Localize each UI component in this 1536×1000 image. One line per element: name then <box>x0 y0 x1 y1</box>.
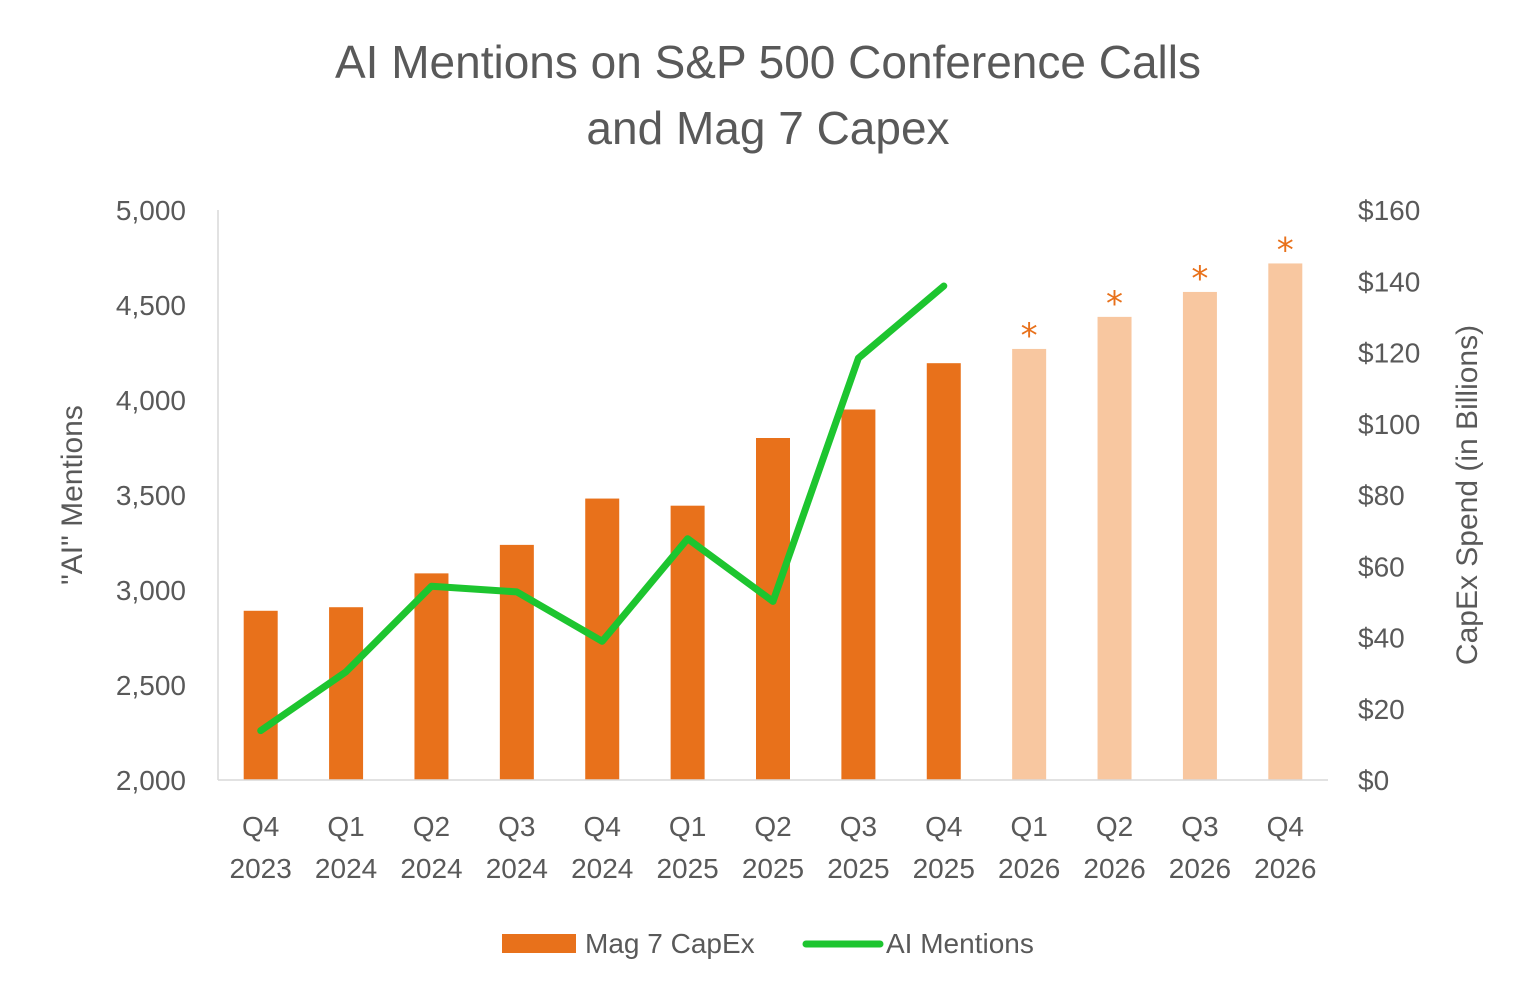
left-tick-label: 3,500 <box>116 480 186 511</box>
x-tick-label: Q1 2025 <box>656 811 718 884</box>
left-tick-label: 2,500 <box>116 670 186 701</box>
estimate-markers: * * * * <box>1021 230 1294 356</box>
capex-bar <box>1182 291 1217 780</box>
right-tick-label: $160 <box>1358 195 1420 226</box>
estimate-star: * <box>1106 284 1123 324</box>
estimate-star: * <box>1021 316 1038 356</box>
x-tick-label: Q3 2024 <box>486 811 548 884</box>
right-tick-label: $60 <box>1358 551 1405 582</box>
right-tick-label: $0 <box>1358 765 1389 796</box>
left-axis-ticks: 2,000 2,500 3,000 3,500 4,000 4,500 5,000 <box>116 195 186 796</box>
capex-bar <box>926 363 961 780</box>
left-tick-label: 2,000 <box>116 765 186 796</box>
left-tick-label: 5,000 <box>116 195 186 226</box>
capex-bar <box>499 544 534 780</box>
x-tick-label: Q4 2023 <box>230 811 292 884</box>
legend-capex-swatch <box>502 934 576 953</box>
left-tick-label: 4,000 <box>116 385 186 416</box>
x-tick-label: Q2 2025 <box>742 811 804 884</box>
right-tick-label: $120 <box>1358 338 1420 369</box>
chart-title-line-2: and Mag 7 Capex <box>586 102 949 154</box>
capex-bar <box>1097 316 1132 780</box>
ai-mentions-line <box>257 282 948 735</box>
x-tick-label: Q1 2024 <box>315 811 377 884</box>
legend: Mag 7 CapEx AI Mentions <box>502 928 1034 959</box>
right-tick-label: $100 <box>1358 409 1420 440</box>
estimate-star: * <box>1277 230 1294 270</box>
capex-bar <box>841 409 876 780</box>
capex-bars <box>243 263 1303 780</box>
capex-bar <box>756 438 790 780</box>
capex-bar <box>329 607 364 780</box>
x-tick-label: Q2 2026 <box>1083 811 1145 884</box>
capex-bar <box>243 610 278 780</box>
left-tick-label: 4,500 <box>116 290 186 321</box>
estimate-star: * <box>1191 259 1208 299</box>
right-axis-ticks: $0 $20 $40 $60 $80 $100 $120 $140 $160 <box>1358 195 1420 796</box>
capex-bar <box>414 573 449 780</box>
legend-capex-label: Mag 7 CapEx <box>585 928 755 959</box>
left-axis-label: "AI" Mentions <box>56 405 89 585</box>
right-tick-label: $140 <box>1358 266 1420 297</box>
right-tick-label: $40 <box>1358 623 1405 654</box>
capex-bar <box>1012 348 1047 780</box>
legend-ai-mentions-label: AI Mentions <box>886 928 1034 959</box>
x-tick-label: Q1 2026 <box>998 811 1060 884</box>
x-tick-label: Q4 2026 <box>1254 811 1316 884</box>
x-tick-label: Q3 2025 <box>827 811 889 884</box>
x-tick-label: Q4 2024 <box>571 811 633 884</box>
x-axis-ticks: Q4 2023 Q1 2024 Q2 2024 Q3 2024 Q4 2024 Q1 2025 Q2 20… <box>230 811 1317 884</box>
x-tick-label: Q3 2026 <box>1169 811 1231 884</box>
left-tick-label: 3,000 <box>116 575 186 606</box>
chart-title-line-1: AI Mentions on S&P 500 Conference Calls <box>335 36 1201 88</box>
right-tick-label: $80 <box>1358 480 1405 511</box>
right-axis-label: CapEx Spend (in Billions) <box>1451 325 1484 665</box>
capex-bar <box>1268 263 1303 780</box>
x-tick-label: Q2 2024 <box>400 811 462 884</box>
x-tick-label: Q4 2025 <box>913 811 975 884</box>
right-tick-label: $20 <box>1358 694 1405 725</box>
